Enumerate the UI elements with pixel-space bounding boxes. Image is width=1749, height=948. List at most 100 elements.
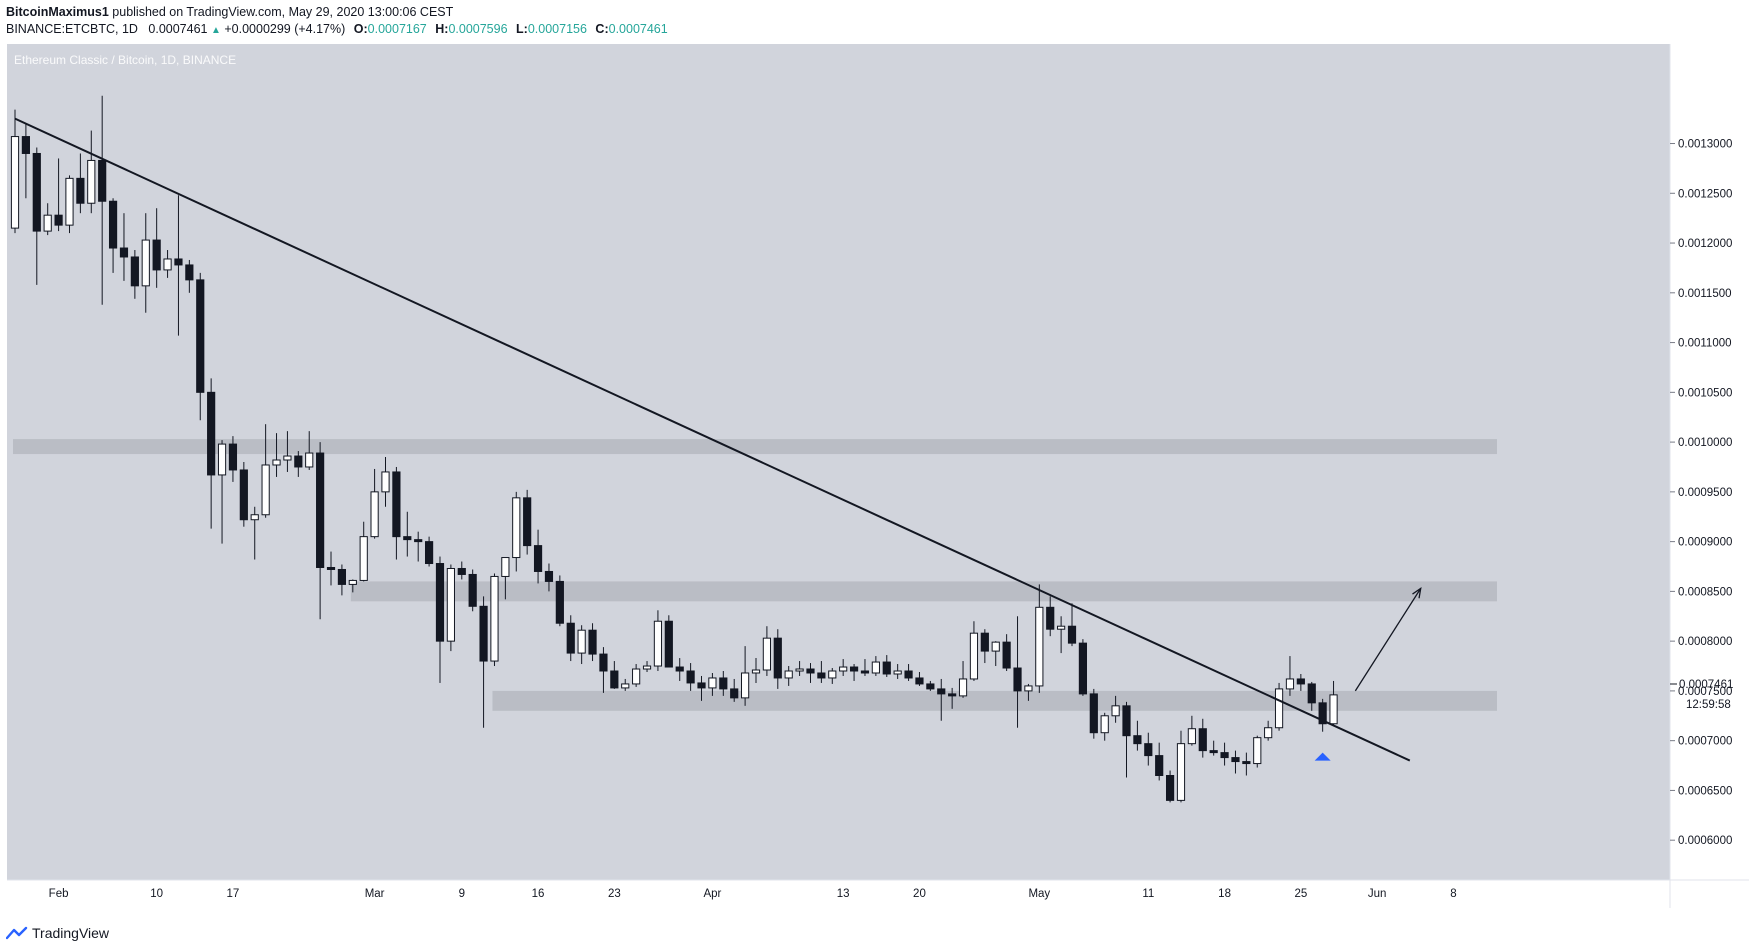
- candle-body: [871, 661, 880, 674]
- candle: [1307, 681, 1316, 711]
- candle-body: [87, 159, 96, 204]
- price-change: +0.0000299 (+4.17%): [224, 22, 346, 36]
- candle-body: [381, 471, 390, 493]
- candle-body: [163, 258, 172, 271]
- candle-body: [599, 653, 608, 672]
- price-tick-label: 0.0008000: [1678, 636, 1732, 648]
- candle-body: [577, 629, 586, 654]
- candle: [773, 629, 782, 689]
- price-tick-label: 0.0012500: [1678, 188, 1732, 200]
- candle: [969, 621, 979, 681]
- candle-body: [1089, 693, 1098, 734]
- price-tick-label: 0.0007000: [1678, 736, 1732, 748]
- candle: [817, 661, 826, 683]
- candle-body: [98, 159, 107, 202]
- arrow-head: [1412, 586, 1422, 599]
- candle-body: [326, 566, 336, 570]
- candle: [871, 656, 880, 676]
- candle: [501, 557, 510, 600]
- candle: [555, 575, 564, 627]
- candle: [381, 457, 390, 507]
- candle-body: [664, 620, 673, 668]
- time-tick-label: May: [1028, 888, 1050, 900]
- candle-body: [1013, 667, 1022, 692]
- candle: [588, 623, 597, 662]
- candle: [1133, 720, 1142, 751]
- time-tick-label: 11: [1142, 888, 1154, 900]
- candle-body: [54, 214, 63, 226]
- candle-body: [784, 670, 793, 679]
- candle: [882, 655, 891, 677]
- candle-body: [1122, 705, 1131, 737]
- candle-body: [1253, 737, 1262, 765]
- time-tick-label: Mar: [365, 888, 385, 900]
- candle-body: [1100, 715, 1109, 734]
- candle-body: [697, 682, 706, 689]
- candle: [1274, 682, 1284, 731]
- candle: [98, 95, 107, 305]
- tradingview-cloud-icon[interactable]: [6, 926, 28, 940]
- candle: [915, 671, 924, 686]
- candle-body: [817, 672, 826, 679]
- candle-body: [337, 568, 347, 585]
- candle: [348, 579, 357, 593]
- candle: [359, 521, 368, 582]
- candle-body: [152, 239, 161, 271]
- candle: [10, 109, 20, 234]
- candle: [904, 664, 913, 681]
- candle: [32, 147, 41, 285]
- publisher-name[interactable]: BitcoinMaximus1: [6, 5, 109, 19]
- low-label: L:: [516, 22, 528, 36]
- symbol-label[interactable]: BINANCE:ETCBTC, 1D: [6, 22, 138, 36]
- candle-body: [32, 152, 41, 232]
- candle: [108, 198, 118, 273]
- candle-body: [457, 567, 466, 575]
- candle-body: [1024, 685, 1033, 692]
- time-tick-label: 13: [837, 888, 850, 900]
- plot-area[interactable]: [7, 44, 1670, 880]
- candle: [424, 536, 434, 567]
- candle-body: [795, 668, 804, 672]
- candle: [577, 625, 586, 665]
- candle: [43, 203, 52, 236]
- candle-body: [980, 632, 989, 652]
- candle-body: [512, 497, 521, 559]
- candle: [283, 431, 292, 472]
- candle-body: [544, 570, 554, 582]
- candle: [1122, 701, 1131, 778]
- candle: [1078, 639, 1088, 696]
- candle: [730, 678, 739, 702]
- candle: [1035, 584, 1044, 693]
- candle: [217, 440, 227, 544]
- candle: [741, 646, 750, 706]
- bar-countdown: 12:59:58: [1686, 699, 1731, 711]
- candle-body: [316, 452, 325, 568]
- candle-body: [185, 264, 194, 281]
- candle: [1253, 735, 1262, 768]
- candle-body: [708, 677, 717, 689]
- candle-body: [207, 391, 216, 476]
- footer: TradingView: [6, 922, 109, 944]
- price-tick-label: 0.0006000: [1678, 835, 1732, 847]
- candle-body: [283, 455, 292, 461]
- time-tick-label: Feb: [49, 888, 69, 900]
- price-axis[interactable]: 0.00060000.00065000.00070000.00075000.00…: [1670, 139, 1732, 848]
- candle: [119, 213, 129, 281]
- candle-body: [1067, 625, 1077, 644]
- time-axis[interactable]: Feb 10 17 Mar 9 16 23 Apr 13 20 May 11 18 25 Jun 8: [49, 888, 1457, 900]
- candle-body: [305, 452, 314, 468]
- candle-body: [1144, 743, 1153, 757]
- candle: [1231, 750, 1240, 774]
- candle-body: [523, 497, 532, 547]
- candle-body: [1176, 743, 1186, 801]
- candle: [1329, 680, 1338, 725]
- drawings-layer: [14, 117, 1422, 762]
- candle: [1198, 718, 1207, 758]
- candle: [621, 678, 630, 691]
- candles-layer: [10, 95, 1338, 803]
- candle: [305, 431, 314, 470]
- candle: [316, 442, 325, 620]
- candle: [1264, 720, 1273, 741]
- tradingview-brand[interactable]: TradingView: [32, 925, 110, 941]
